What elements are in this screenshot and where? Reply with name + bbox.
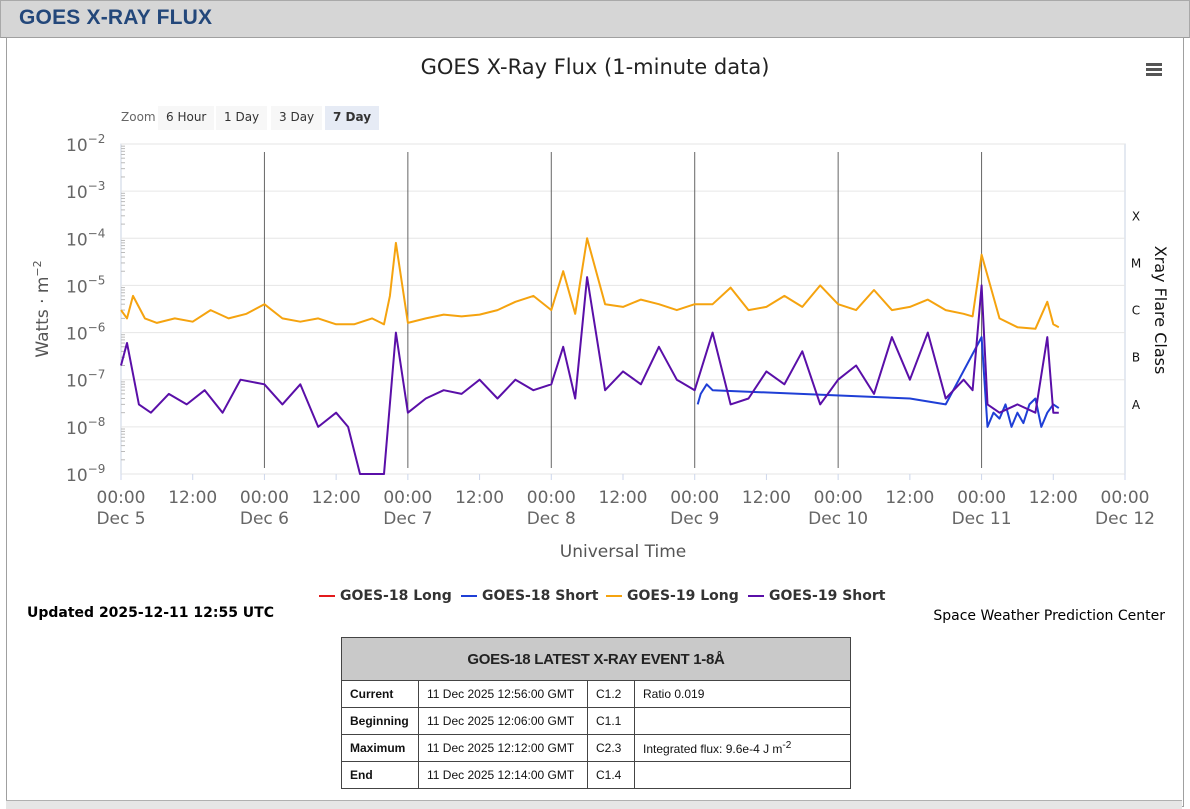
page-header: GOES X-RAY FLUX — [0, 0, 1190, 38]
x-tick-time: 12:00 — [599, 488, 648, 508]
x-axis-label: Universal Time — [560, 542, 686, 562]
row-class: C1.4 — [587, 761, 635, 789]
event-table-title: GOES-18 LATEST X-RAY EVENT 1-8Å — [341, 637, 851, 681]
latest-event-table: GOES-18 LATEST X-RAY EVENT 1-8Å Current … — [341, 637, 851, 789]
row-note-exponent: -2 — [782, 740, 792, 751]
table-row: Beginning 11 Dec 2025 12:06:00 GMT C1.1 — [341, 707, 851, 735]
legend-label: GOES-19 Short — [769, 588, 886, 604]
x-tick-time: 00:00 — [670, 488, 719, 508]
y-tick-label: 10−8 — [66, 415, 105, 439]
bottom-strip — [6, 800, 1182, 809]
series-goes19-long — [120, 237, 1060, 330]
x-tick-time: 12:00 — [885, 488, 934, 508]
flare-class-label: M — [1131, 256, 1141, 270]
zoom-7-day-button[interactable]: 7 Day — [325, 106, 380, 130]
y-tick-label: 10−4 — [66, 226, 105, 250]
x-tick-time: 12:00 — [312, 488, 361, 508]
page-title: GOES X-RAY FLUX — [19, 6, 213, 29]
legend-swatch — [748, 595, 764, 597]
row-note: Ratio 0.019 — [634, 680, 851, 708]
xray-flux-chart: 10−210−310−410−510−610−710−810−9 00:00De… — [31, 132, 1170, 562]
flare-class-label: B — [1132, 351, 1140, 365]
x-tick-date: Dec 10 — [808, 509, 868, 529]
row-label: Maximum — [341, 734, 419, 762]
flare-class-label: C — [1132, 304, 1140, 318]
y-axis-label-text: Watts · m — [33, 277, 53, 358]
chart-title: GOES X-Ray Flux (1-minute data) — [420, 55, 770, 79]
flare-class-label: A — [1132, 398, 1141, 412]
x-tick-date: Dec 9 — [670, 509, 719, 529]
x-tick-date: Dec 12 — [1095, 509, 1155, 529]
table-row: End 11 Dec 2025 12:14:00 GMT C1.4 — [341, 761, 851, 789]
row-note — [634, 761, 851, 789]
row-class: C1.2 — [587, 680, 635, 708]
flare-class-label: X — [1132, 209, 1140, 223]
row-class: C2.3 — [587, 734, 635, 762]
x-tick-time: 12:00 — [1029, 488, 1078, 508]
legend-label: GOES-18 Long — [340, 588, 452, 604]
x-tick-time: 00:00 — [97, 488, 146, 508]
legend-swatch — [461, 595, 477, 597]
legend-label: GOES-19 Long — [627, 588, 739, 604]
x-tick-date: Dec 8 — [527, 509, 576, 529]
zoom-1-day-button[interactable]: 1 Day — [216, 106, 268, 130]
table-row: Maximum 11 Dec 2025 12:12:00 GMT C2.3 In… — [341, 734, 851, 762]
row-label: Current — [341, 680, 419, 708]
x-tick-time: 00:00 — [957, 488, 1006, 508]
y-tick-label: 10−7 — [66, 368, 105, 392]
y-axis-label-exponent: −2 — [31, 260, 44, 276]
credit-text: Space Weather Prediction Center — [933, 608, 1165, 624]
zoom-label: Zoom — [121, 110, 156, 124]
row-time: 11 Dec 2025 12:14:00 GMT — [418, 761, 588, 789]
x-tick-date: Dec 6 — [240, 509, 289, 529]
row-time: 11 Dec 2025 12:12:00 GMT — [418, 734, 588, 762]
x-tick-time: 00:00 — [527, 488, 576, 508]
y-tick-label: 10−2 — [66, 132, 105, 156]
row-note-text: Integrated flux: 9.6e-4 J m — [643, 742, 783, 756]
y-tick-label: 10−5 — [66, 273, 105, 297]
row-note — [634, 707, 851, 735]
row-time: 11 Dec 2025 12:06:00 GMT — [418, 707, 588, 735]
y-tick-label: 10−9 — [66, 462, 105, 486]
y-tick-label: 10−6 — [66, 321, 105, 345]
x-tick-time: 12:00 — [742, 488, 791, 508]
legend-goes18-long[interactable]: GOES-18 Long — [319, 586, 452, 606]
series-goes19-short — [120, 276, 1059, 475]
legend-goes18-short[interactable]: GOES-18 Short — [461, 586, 598, 606]
row-class: C1.1 — [587, 707, 635, 735]
legend-swatch — [319, 595, 335, 597]
table-row: Current 11 Dec 2025 12:56:00 GMT C1.2 Ra… — [341, 680, 851, 708]
x-tick-time: 12:00 — [455, 488, 504, 508]
x-tick-time: 00:00 — [383, 488, 432, 508]
x-tick-time: 00:00 — [814, 488, 863, 508]
zoom-6-hour-button[interactable]: 6 Hour — [158, 106, 215, 130]
row-note: Integrated flux: 9.6e-4 J m-2 — [634, 734, 851, 762]
row-time: 11 Dec 2025 12:56:00 GMT — [418, 680, 588, 708]
row-note-text: Ratio 0.019 — [643, 687, 705, 701]
legend-swatch — [606, 595, 622, 597]
legend-label: GOES-18 Short — [482, 588, 599, 604]
hamburger-menu-icon[interactable] — [1146, 63, 1162, 77]
x-tick-date: Dec 7 — [383, 509, 432, 529]
x-tick-date: Dec 5 — [96, 509, 145, 529]
y-tick-label: 10−3 — [66, 179, 105, 203]
x-tick-time: 12:00 — [168, 488, 217, 508]
zoom-3-day-button[interactable]: 3 Day — [271, 106, 323, 130]
x-tick-time: 00:00 — [1101, 488, 1150, 508]
x-tick-time: 00:00 — [240, 488, 289, 508]
y2-axis-label: Xray Flare Class — [1151, 246, 1170, 375]
legend-goes19-long[interactable]: GOES-19 Long — [606, 586, 739, 606]
x-tick-date: Dec 11 — [952, 509, 1012, 529]
row-label: Beginning — [341, 707, 419, 735]
row-label: End — [341, 761, 419, 789]
legend-goes19-short[interactable]: GOES-19 Short — [748, 586, 885, 606]
updated-timestamp: Updated 2025-12-11 12:55 UTC — [27, 605, 274, 621]
y-axis-label: Watts · m−2 — [31, 260, 53, 357]
